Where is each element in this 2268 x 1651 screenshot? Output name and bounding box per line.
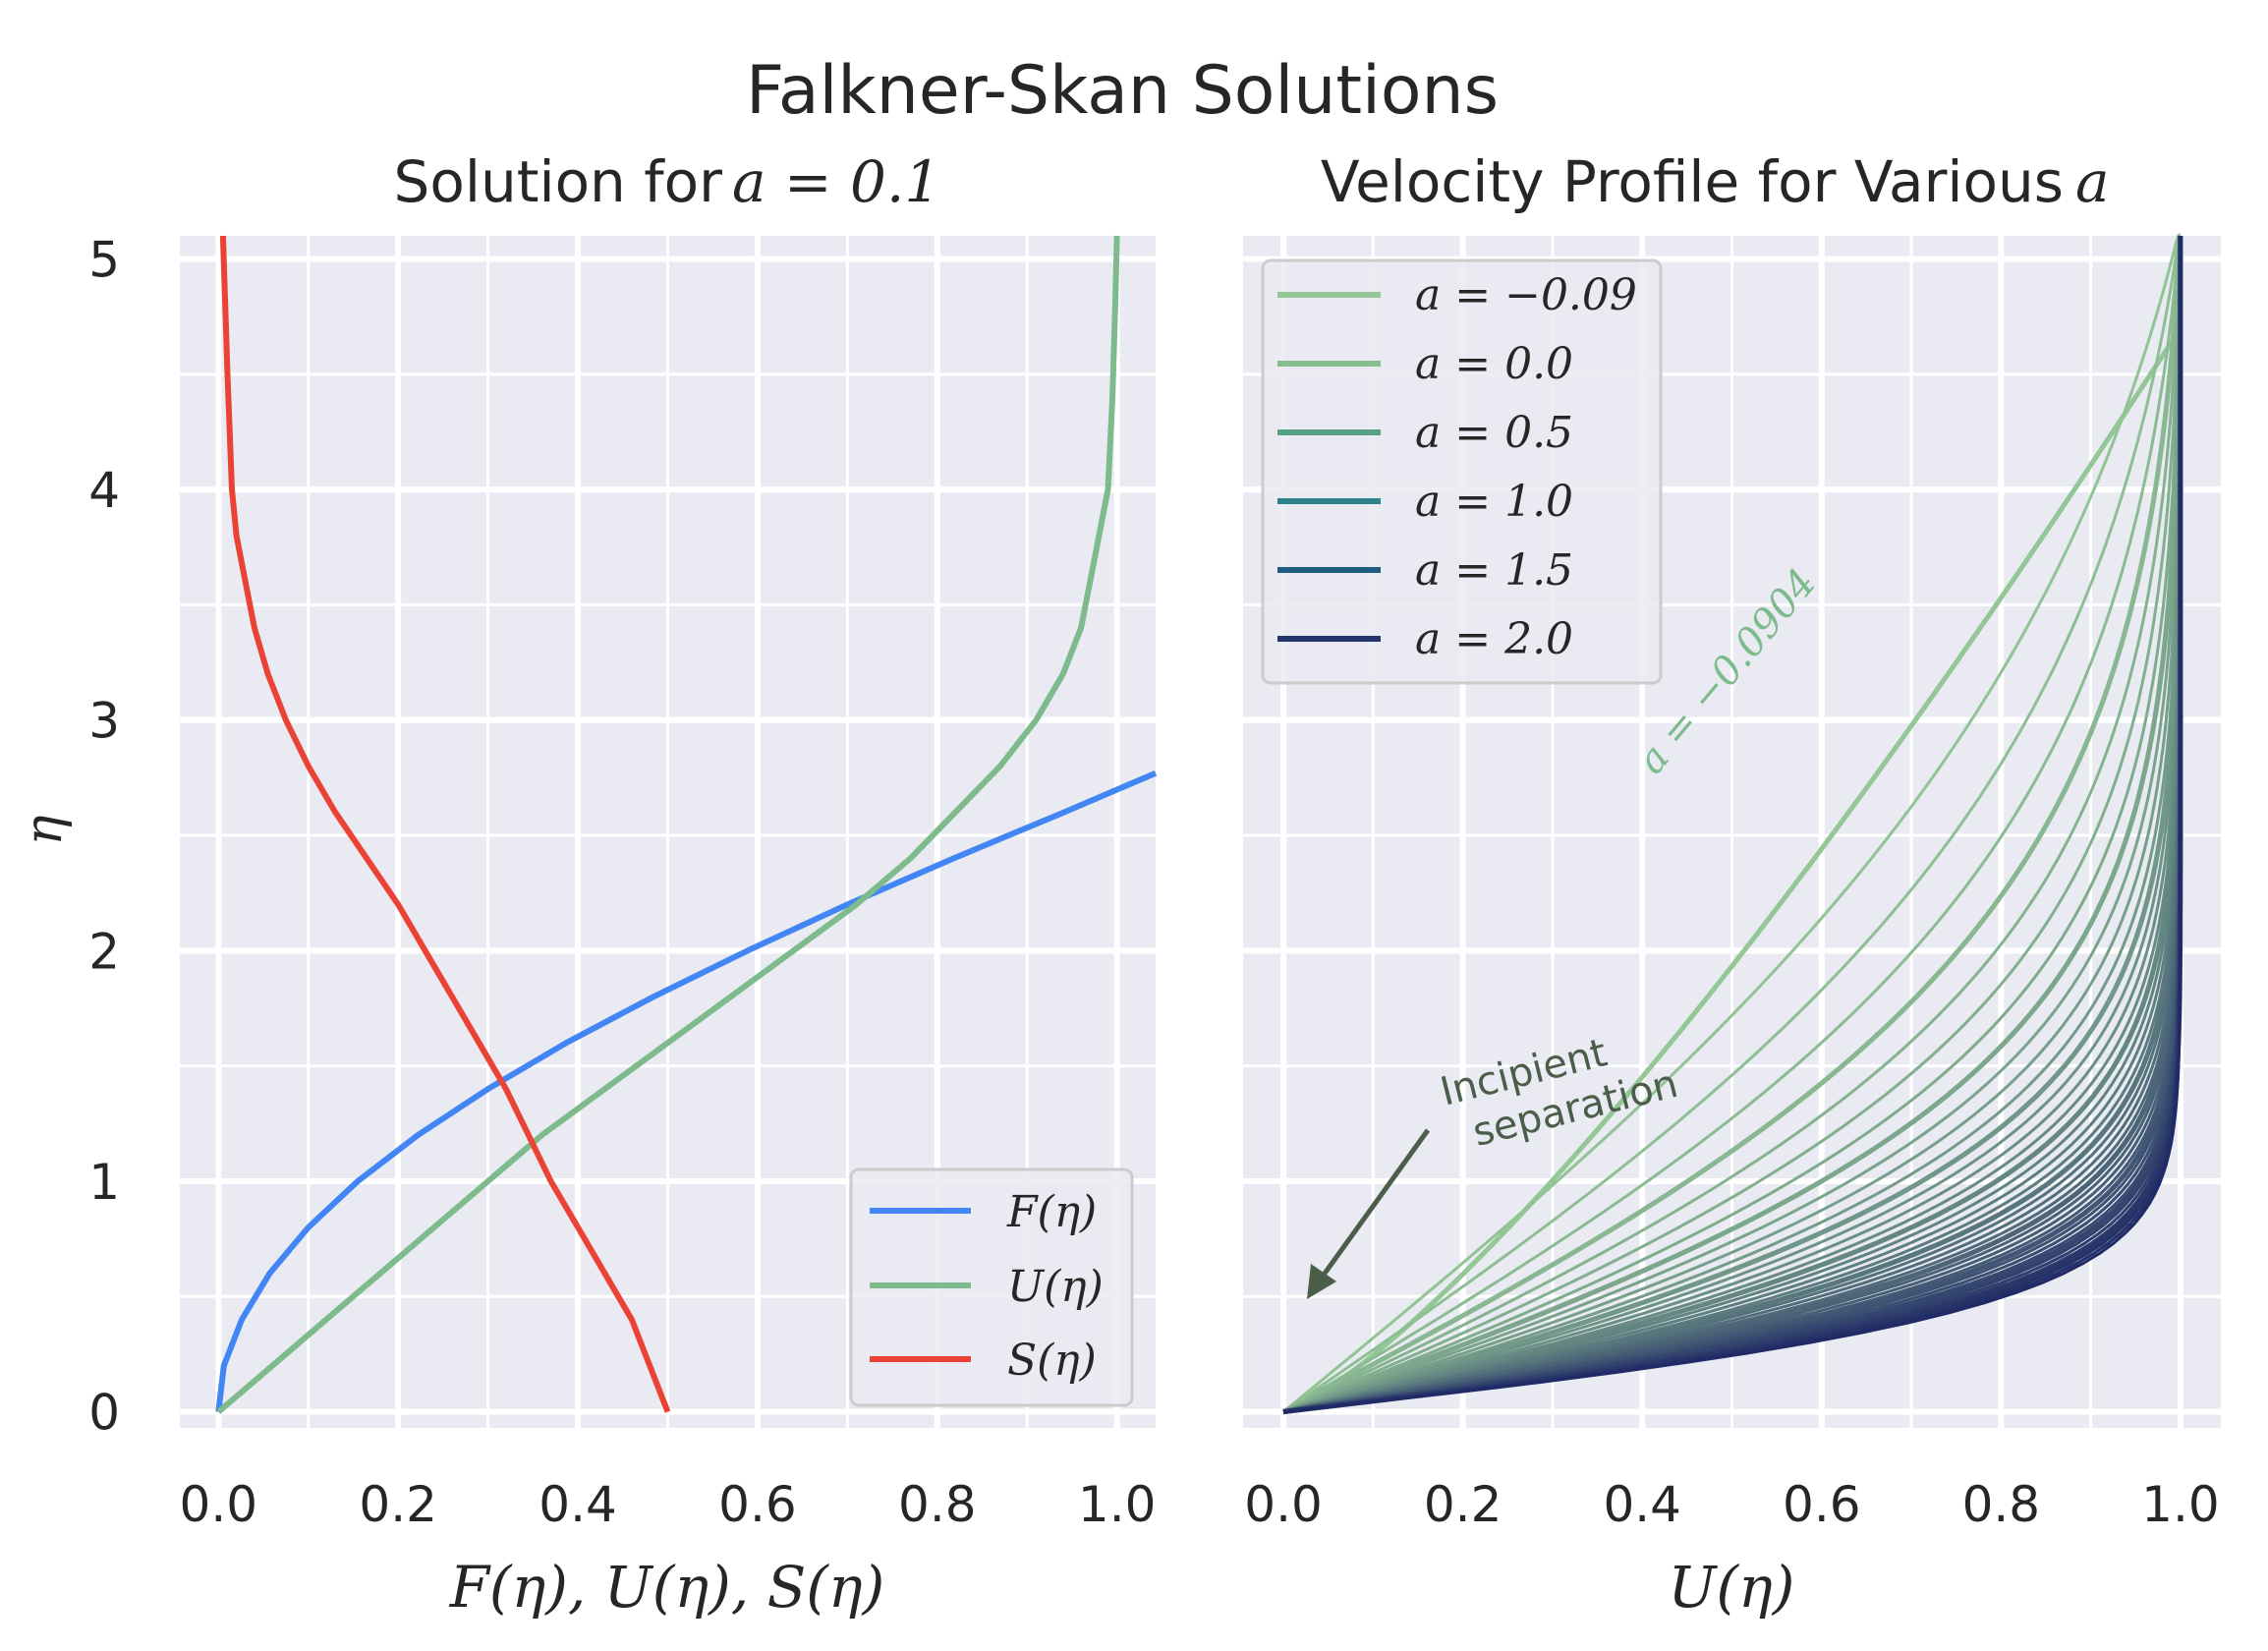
y-tick-labels: 0 1 2 3 4 5 [88,231,120,1441]
right-x-axis-label: U(η) [1669,1554,1795,1621]
profile-line [1282,236,2183,1414]
x-tick-label: 0.4 [1603,1476,1681,1533]
left-x-axis-label: F(η), U(η), S(η) [449,1554,885,1621]
right-title-prefix: Velocity Profile for Various [1321,148,2064,215]
right-legend: a = −0.09 a = 0.0 a = 0.5 a = 1.0 a = 1.5 a =… [1261,258,1663,685]
right-lines [1281,233,2183,1415]
y-tick-label: 1 [88,1154,120,1211]
profile-line [1282,234,2181,1413]
right-title-math: a [2075,148,2110,215]
series-line-u [216,235,1120,1414]
profile-line [1281,233,2183,1414]
legend-label: a = 0.5 [1415,408,1573,458]
x-tick-label: 0.0 [180,1476,258,1533]
left-x-ticks: 0.0 0.2 0.4 0.6 0.8 1.0 [180,1476,1157,1533]
series-line-f [215,769,1158,1412]
legend-label: a = 2.0 [1415,614,1573,664]
x-tick-label: 0.6 [718,1476,797,1533]
left-title-math: a = 0.1 [732,148,940,215]
left-title-prefix: Solution for [394,148,723,215]
suptitle: Falkner-Skan Solutions [746,52,1499,130]
profile-line [1282,234,2182,1413]
x-tick-label: 0.4 [539,1476,617,1533]
left-legend: F(η) U(η) S(η) [849,1167,1134,1407]
y-tick-label: 5 [88,231,120,288]
y-tick-label: 4 [88,462,120,519]
right-panel: Velocity Profile for Various a 0.0 0.2 0.4… [1243,148,2221,1621]
x-tick-label: 0.2 [359,1476,437,1533]
left-legend-box [849,1167,1134,1407]
separation-arrow [1307,1128,1431,1299]
left-lines [215,235,1158,1414]
x-tick-label: 0.0 [1244,1476,1323,1533]
profile-line [1282,234,2182,1413]
legend-label: a = 1.0 [1415,477,1573,527]
profile-line [1282,234,2183,1413]
legend-label-u: U(η) [1007,1262,1104,1312]
y-tick-label: 2 [88,923,120,980]
legend-label: a = 0.0 [1415,339,1573,389]
right-x-ticks: 0.0 0.2 0.4 0.6 0.8 1.0 [1244,1476,2219,1533]
x-tick-label: 0.6 [1783,1476,1861,1533]
series-line-s [219,235,671,1413]
y-tick-label: 0 [88,1385,120,1442]
x-tick-label: 1.0 [1078,1476,1157,1533]
left-panel: Solution for a = 0.1 0.0 0.2 0.4 0.6 0.8 1.0 … [180,148,1158,1621]
profile-line [1282,234,2183,1413]
legend-label-s: S(η) [1007,1336,1097,1386]
legend-label: a = −0.09 [1415,270,1637,320]
x-tick-label: 0.8 [1962,1476,2041,1533]
x-tick-label: 1.0 [2141,1476,2220,1533]
legend-label-f: F(η) [1006,1187,1097,1237]
legend-label: a = 1.5 [1415,545,1573,596]
x-tick-label: 0.8 [898,1476,977,1533]
y-tick-label: 3 [88,693,120,750]
y-axis-label: η [15,815,74,845]
x-tick-label: 0.2 [1424,1476,1503,1533]
